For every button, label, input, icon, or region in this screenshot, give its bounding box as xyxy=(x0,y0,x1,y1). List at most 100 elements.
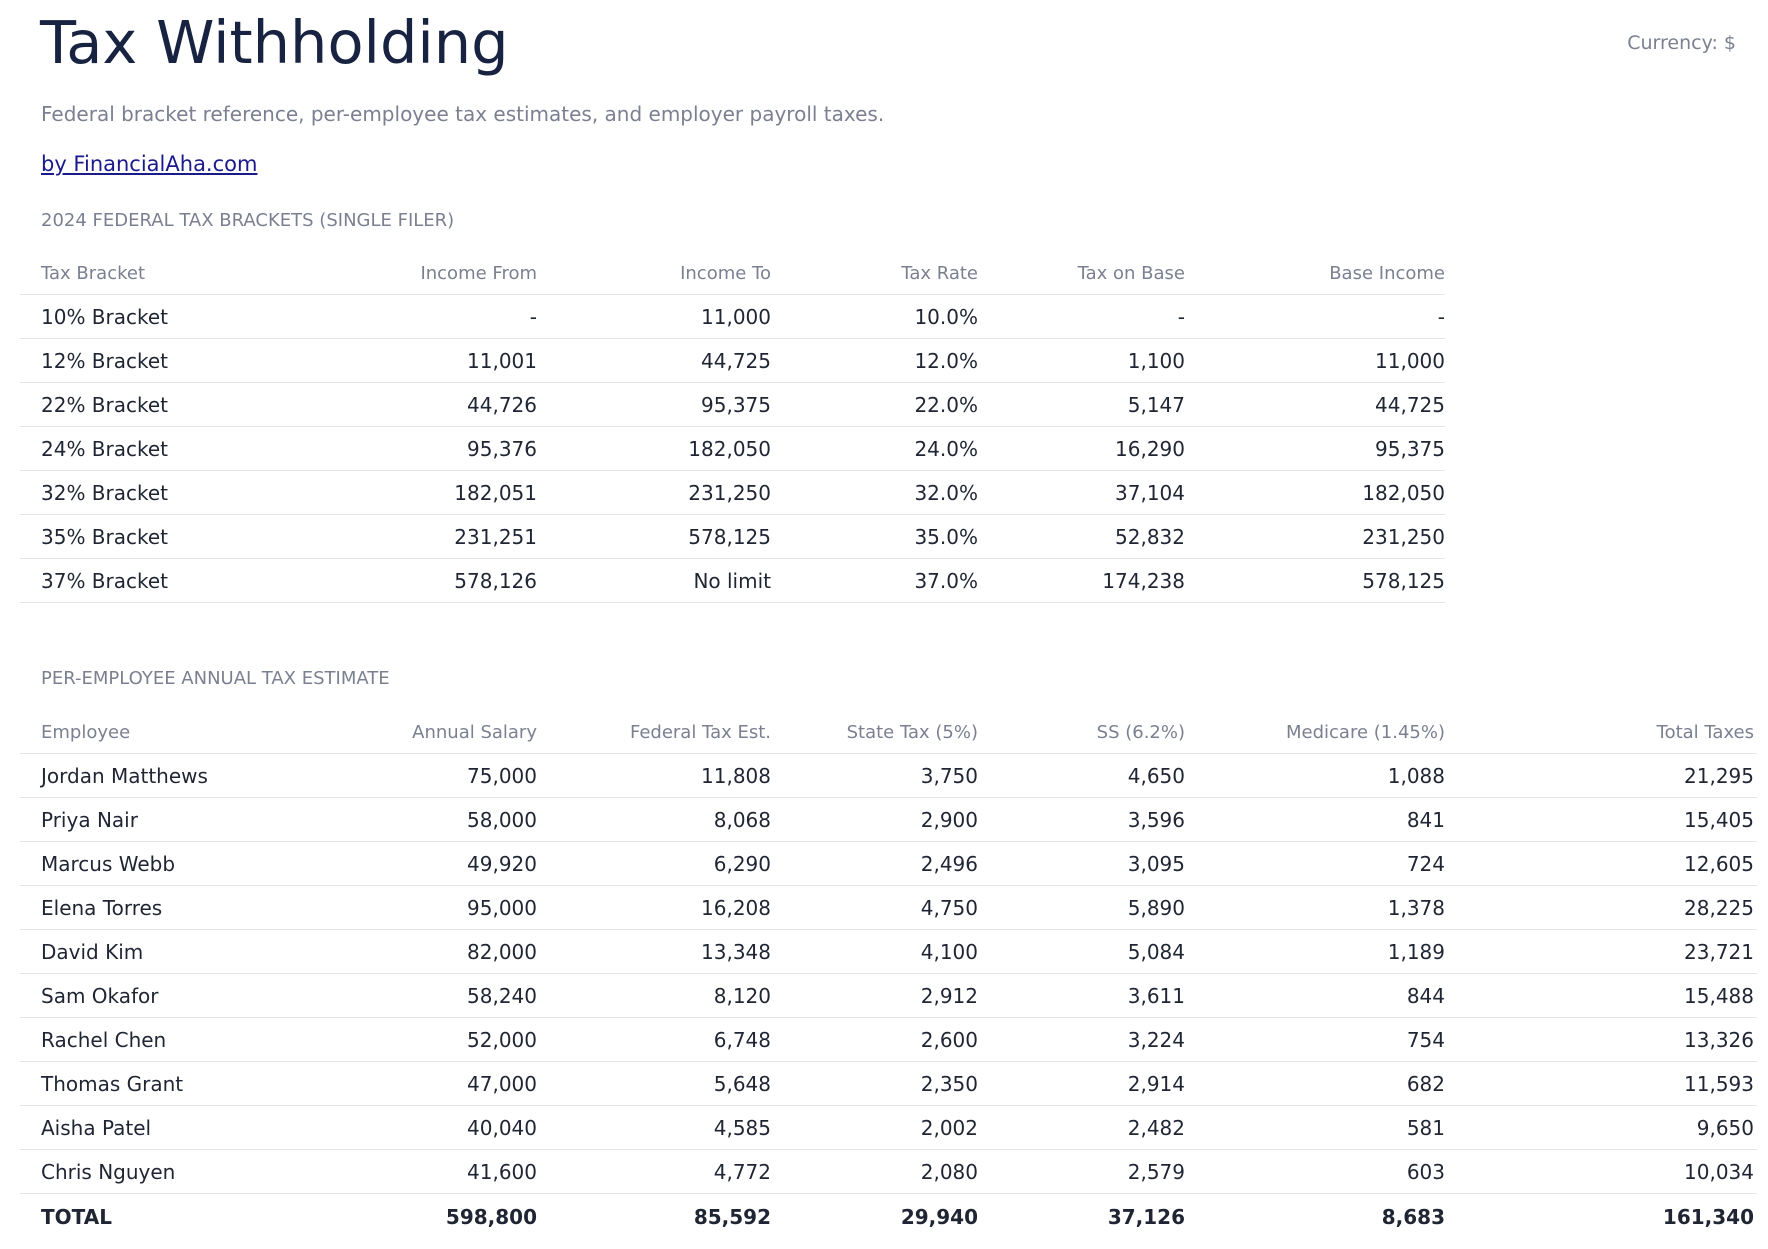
total-cell: 37,126 xyxy=(978,1193,1185,1240)
cell: 58,000 xyxy=(270,797,537,842)
cell: Thomas Grant xyxy=(20,1061,270,1106)
cell: 578,126 xyxy=(270,558,537,603)
section-label: PER-EMPLOYEE ANNUAL TAX ESTIMATE xyxy=(41,668,390,689)
cell: 11,000 xyxy=(537,294,771,339)
subtitle: Federal bracket reference, per-employee … xyxy=(41,102,885,126)
table-row: Sam Okafor 58,240 8,120 2,912 3,611 844 15,488 xyxy=(20,973,1757,1018)
column-header: Federal Tax Est. xyxy=(629,721,771,743)
total-cell: 161,340 xyxy=(1445,1193,1757,1240)
cell: 174,238 xyxy=(978,558,1185,603)
cell: 1,088 xyxy=(1185,753,1445,798)
cell: 1,378 xyxy=(1185,885,1445,930)
cell: 44,725 xyxy=(1185,382,1445,427)
cell: 2,080 xyxy=(771,1149,978,1194)
cell: 24.0% xyxy=(771,426,978,471)
cell: 6,748 xyxy=(537,1017,771,1062)
cell: 37,104 xyxy=(978,470,1185,515)
cell: 12.0% xyxy=(771,338,978,383)
cell: 10.0% xyxy=(771,294,978,339)
cell: Chris Nguyen xyxy=(20,1149,270,1194)
cell: 10,034 xyxy=(1445,1149,1757,1194)
table-row: Marcus Webb 49,920 6,290 2,496 3,095 724 12,60… xyxy=(20,841,1757,886)
cell: 40,040 xyxy=(270,1105,537,1150)
table-row: 37% Bracket 578,126 No limit 37.0% 174,238 57… xyxy=(20,558,1445,603)
cell: 44,725 xyxy=(537,338,771,383)
cell: 8,120 xyxy=(537,973,771,1018)
cell: 58,240 xyxy=(270,973,537,1018)
column-header: Annual Salary xyxy=(412,721,537,743)
column-header: State Tax (5%) xyxy=(846,721,978,743)
cell: 2,600 xyxy=(771,1017,978,1062)
cell: 3,611 xyxy=(978,973,1185,1018)
cell: 724 xyxy=(1185,841,1445,886)
cell: 24% Bracket xyxy=(20,426,270,471)
cell: 95,375 xyxy=(1185,426,1445,471)
cell: 5,147 xyxy=(978,382,1185,427)
cell: 11,593 xyxy=(1445,1061,1757,1106)
cell: 35.0% xyxy=(771,514,978,559)
column-header: Tax Rate xyxy=(901,262,978,284)
total-cell: 29,940 xyxy=(771,1193,978,1240)
cell: 13,348 xyxy=(537,929,771,974)
table-body: 10% Bracket -11,000 10.0% - -12% Bracket 11,0… xyxy=(20,294,1445,603)
cell: Jordan Matthews xyxy=(20,753,270,798)
cell: 16,290 xyxy=(978,426,1185,471)
table-row: Elena Torres 95,000 16,208 4,750 5,890 1,378 2… xyxy=(20,885,1757,930)
table-head: Tax Bracket Income From Income To Tax Rate T… xyxy=(20,252,1445,295)
cell: 15,405 xyxy=(1445,797,1757,842)
title: Tax Withholding xyxy=(40,8,509,77)
cell: 49,920 xyxy=(270,841,537,886)
cell: 35% Bracket xyxy=(20,514,270,559)
cell: 11,000 xyxy=(1185,338,1445,383)
cell: 37% Bracket xyxy=(20,558,270,603)
cell: 3,750 xyxy=(771,753,978,798)
table-row: Priya Nair 58,000 8,068 2,900 3,596 841 15,405 xyxy=(20,797,1757,842)
table-row: Aisha Patel 40,040 4,585 2,002 2,482 581 9,650 xyxy=(20,1105,1757,1150)
cell: 182,050 xyxy=(537,426,771,471)
cell: 47,000 xyxy=(270,1061,537,1106)
cell: 1,189 xyxy=(1185,929,1445,974)
cell: 95,000 xyxy=(270,885,537,930)
employees-table: Employee Annual Salary Federal Tax Est. Sta… xyxy=(20,711,1757,1240)
cell: 2,914 xyxy=(978,1061,1185,1106)
source-link[interactable]: by FinancialAha.com xyxy=(41,152,258,176)
cell: 9,650 xyxy=(1445,1105,1757,1150)
cell: Rachel Chen xyxy=(20,1017,270,1062)
header-row: Employee Annual Salary Federal Tax Est. Sta… xyxy=(20,711,1757,754)
cell: 4,772 xyxy=(537,1149,771,1194)
table-head: Employee Annual Salary Federal Tax Est. Sta… xyxy=(20,711,1757,754)
table-row: 35% Bracket 231,251 578,125 35.0% 52,832 231,… xyxy=(20,514,1445,559)
cell: 41,600 xyxy=(270,1149,537,1194)
cell: 32.0% xyxy=(771,470,978,515)
cell: David Kim xyxy=(20,929,270,974)
cell: 16,208 xyxy=(537,885,771,930)
cell: 4,650 xyxy=(978,753,1185,798)
column-header: Income From xyxy=(420,262,537,284)
cell: 8,068 xyxy=(537,797,771,842)
cell: 578,125 xyxy=(537,514,771,559)
cell: 754 xyxy=(1185,1017,1445,1062)
table-row: Rachel Chen 52,000 6,748 2,600 3,224 754 13,32… xyxy=(20,1017,1757,1062)
cell: 12% Bracket xyxy=(20,338,270,383)
cell: 3,224 xyxy=(978,1017,1185,1062)
cell: 578,125 xyxy=(1185,558,1445,603)
cell: Priya Nair xyxy=(20,797,270,842)
cell: Elena Torres xyxy=(20,885,270,930)
currency: Currency: $ xyxy=(1627,32,1736,54)
cell: 21,295 xyxy=(1445,753,1757,798)
cell: 32% Bracket xyxy=(20,470,270,515)
total-cell: 85,592 xyxy=(537,1193,771,1240)
column-header: Medicare (1.45%) xyxy=(1286,721,1445,743)
table-row: 32% Bracket 182,051 231,250 32.0% 37,104 182,… xyxy=(20,470,1445,515)
cell: 22% Bracket xyxy=(20,382,270,427)
table-body: Jordan Matthews 75,000 11,808 3,750 4,650 1,0… xyxy=(20,753,1757,1240)
cell: 6,290 xyxy=(537,841,771,886)
cell: 841 xyxy=(1185,797,1445,842)
cell: 1,100 xyxy=(978,338,1185,383)
total-cell: 8,683 xyxy=(1185,1193,1445,1240)
table-row: Jordan Matthews 75,000 11,808 3,750 4,650 1,0… xyxy=(20,753,1757,798)
cell: 95,375 xyxy=(537,382,771,427)
cell: 4,585 xyxy=(537,1105,771,1150)
total-row: TOTAL 598,800 85,592 29,940 37,126 8,683 161,3… xyxy=(20,1193,1757,1240)
